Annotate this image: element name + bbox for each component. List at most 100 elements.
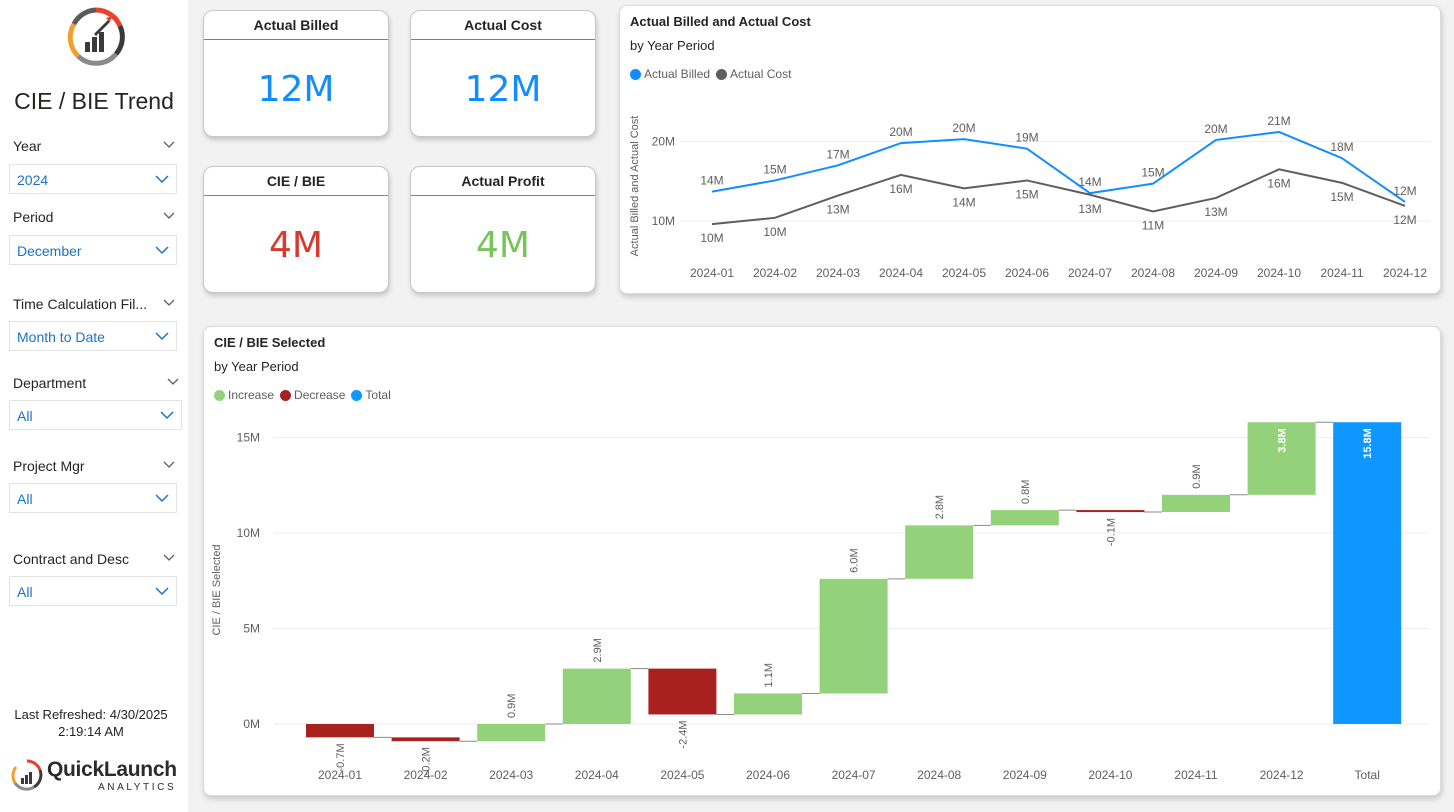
data-label: 16M [1267,176,1290,190]
x-tick-label: 2024-08 [1131,266,1175,280]
series-line-actual-cost [711,168,1406,226]
chevron-down-icon[interactable] [167,378,179,386]
last-refreshed-time: 2:19:14 AM [58,724,124,739]
filter-label-department: Department [13,375,87,391]
last-refreshed-date: Last Refreshed: 4/30/2025 [14,707,168,722]
legend-dot [280,389,292,401]
legend-label: Actual Billed [644,67,711,81]
x-tick-label: 2024-03 [489,768,533,782]
data-label: 14M [952,195,975,209]
chevron-down-icon[interactable] [163,299,175,307]
waterfall-bar [905,525,974,579]
department-dropdown-value: All [17,408,33,424]
x-tick-label: 2024-10 [1257,266,1301,280]
kpi-card-actual-billed[interactable]: Actual Billed 12M [203,10,389,137]
x-tick-label: 2024-05 [942,266,986,280]
y-tick-label: 10M [652,214,675,228]
data-label: 15M [1330,190,1353,204]
kpi-card-actual-cost[interactable]: Actual Cost 12M [410,10,596,137]
project-mgr-dropdown-value: All [17,491,33,507]
legend-item-increase[interactable]: Increase [214,388,274,402]
data-label: 10M [763,225,786,239]
filter-label-period: Period [13,209,54,225]
kpi-card-actual-profit[interactable]: Actual Profit 4M [410,166,596,293]
year-dropdown-value: 2024 [17,172,49,188]
legend-label: Decrease [294,388,346,402]
x-tick-label: 2024-04 [575,768,619,782]
x-tick-label: 2024-04 [879,266,923,280]
kpi-title: Actual Billed [253,17,339,33]
year-dropdown[interactable]: 2024 [9,164,177,194]
last-refreshed: Last Refreshed: 4/30/2025 2:19:14 AM [0,706,182,740]
y-tick-label: 5M [243,622,260,636]
kpi-card-cie-bie[interactable]: CIE / BIE 4M [203,166,389,293]
waterfall-bar [648,668,717,715]
waterfall-bar [391,737,460,742]
kpi-value: 12M [464,69,542,110]
data-label: 15M [1015,187,1038,201]
project-mgr-dropdown[interactable]: All [9,483,177,513]
data-label: -0.2M [421,747,433,775]
series-line-actual-billed [711,130,1406,203]
data-label: -2.4M [677,720,689,748]
chart-title: CIE / BIE Selected [214,335,326,350]
kpi-title: Actual Profit [461,173,545,189]
chevron-down-icon[interactable] [163,212,175,220]
chart-legend: Actual Billed Actual Cost [630,67,791,81]
chevron-down-icon[interactable] [163,554,175,562]
data-label: 11M [1142,218,1164,232]
x-tick-label: 2024-11 [1320,266,1363,280]
y-axis-label: Actual Billed and Actual Cost [629,116,641,257]
legend-item-total[interactable]: Total [351,388,391,402]
data-label: -0.1M [1105,518,1117,546]
waterfall-bar [819,578,888,694]
x-tick-label: 2024-08 [917,768,961,782]
data-label: 20M [889,125,912,139]
kpi-value: 12M [257,69,335,110]
legend-label: Total [365,388,391,402]
legend-item-decrease[interactable]: Decrease [280,388,345,402]
contract-desc-dropdown-value: All [17,584,33,600]
rocket-logo-icon [67,7,125,66]
waterfall-bar [1076,510,1145,513]
chevron-down-icon [155,494,169,503]
x-tick-label: 2024-09 [1003,768,1047,782]
line-chart-panel[interactable]: Actual Billed and Actual Cost by Year Pe… [619,5,1441,294]
x-tick-label: 2024-12 [1383,266,1427,280]
chevron-down-icon [155,587,169,596]
period-dropdown[interactable]: December [9,235,177,265]
waterfall-chart-panel[interactable]: CIE / BIE Selected by Year Period Increa… [203,326,1441,796]
legend-item-actual-billed[interactable]: Actual Billed [630,67,710,81]
time-calculation-dropdown[interactable]: Month to Date [9,321,177,351]
filter-label-year: Year [13,138,42,154]
chevron-down-icon [160,411,174,420]
waterfall-bar [734,693,802,715]
legend-dot [716,68,728,80]
data-label: 3.8M [1277,428,1289,452]
data-label: 15.8M [1362,428,1374,459]
waterfall-bar [990,510,1059,526]
chart-subtitle: by Year Period [630,38,715,53]
x-tick-label: 2024-01 [690,266,734,280]
waterfall-bar [306,724,374,738]
divider [411,195,595,196]
chevron-down-icon[interactable] [163,141,175,149]
chevron-down-icon[interactable] [163,461,175,469]
waterfall-bar [1162,494,1230,512]
department-dropdown[interactable]: All [9,400,182,430]
brand-subtitle: ANALYTICS [98,782,177,793]
contract-desc-dropdown[interactable]: All [9,576,177,606]
waterfall-bar [1333,422,1402,724]
chevron-down-icon [155,332,169,341]
filter-sidebar: CIE / BIE Trend Year 2024 Period Decembe… [0,0,188,812]
waterfall-bar [562,668,631,724]
y-tick-label: 0M [243,717,260,731]
x-tick-label: 2024-05 [660,768,704,782]
x-tick-label: 2024-02 [753,266,797,280]
data-label: 15M [1141,166,1164,180]
legend-item-actual-cost[interactable]: Actual Cost [716,67,791,81]
legend-dot [351,389,363,401]
chevron-down-icon [155,246,169,255]
data-label: 13M [1078,202,1101,216]
y-tick-label: 15M [237,431,260,445]
